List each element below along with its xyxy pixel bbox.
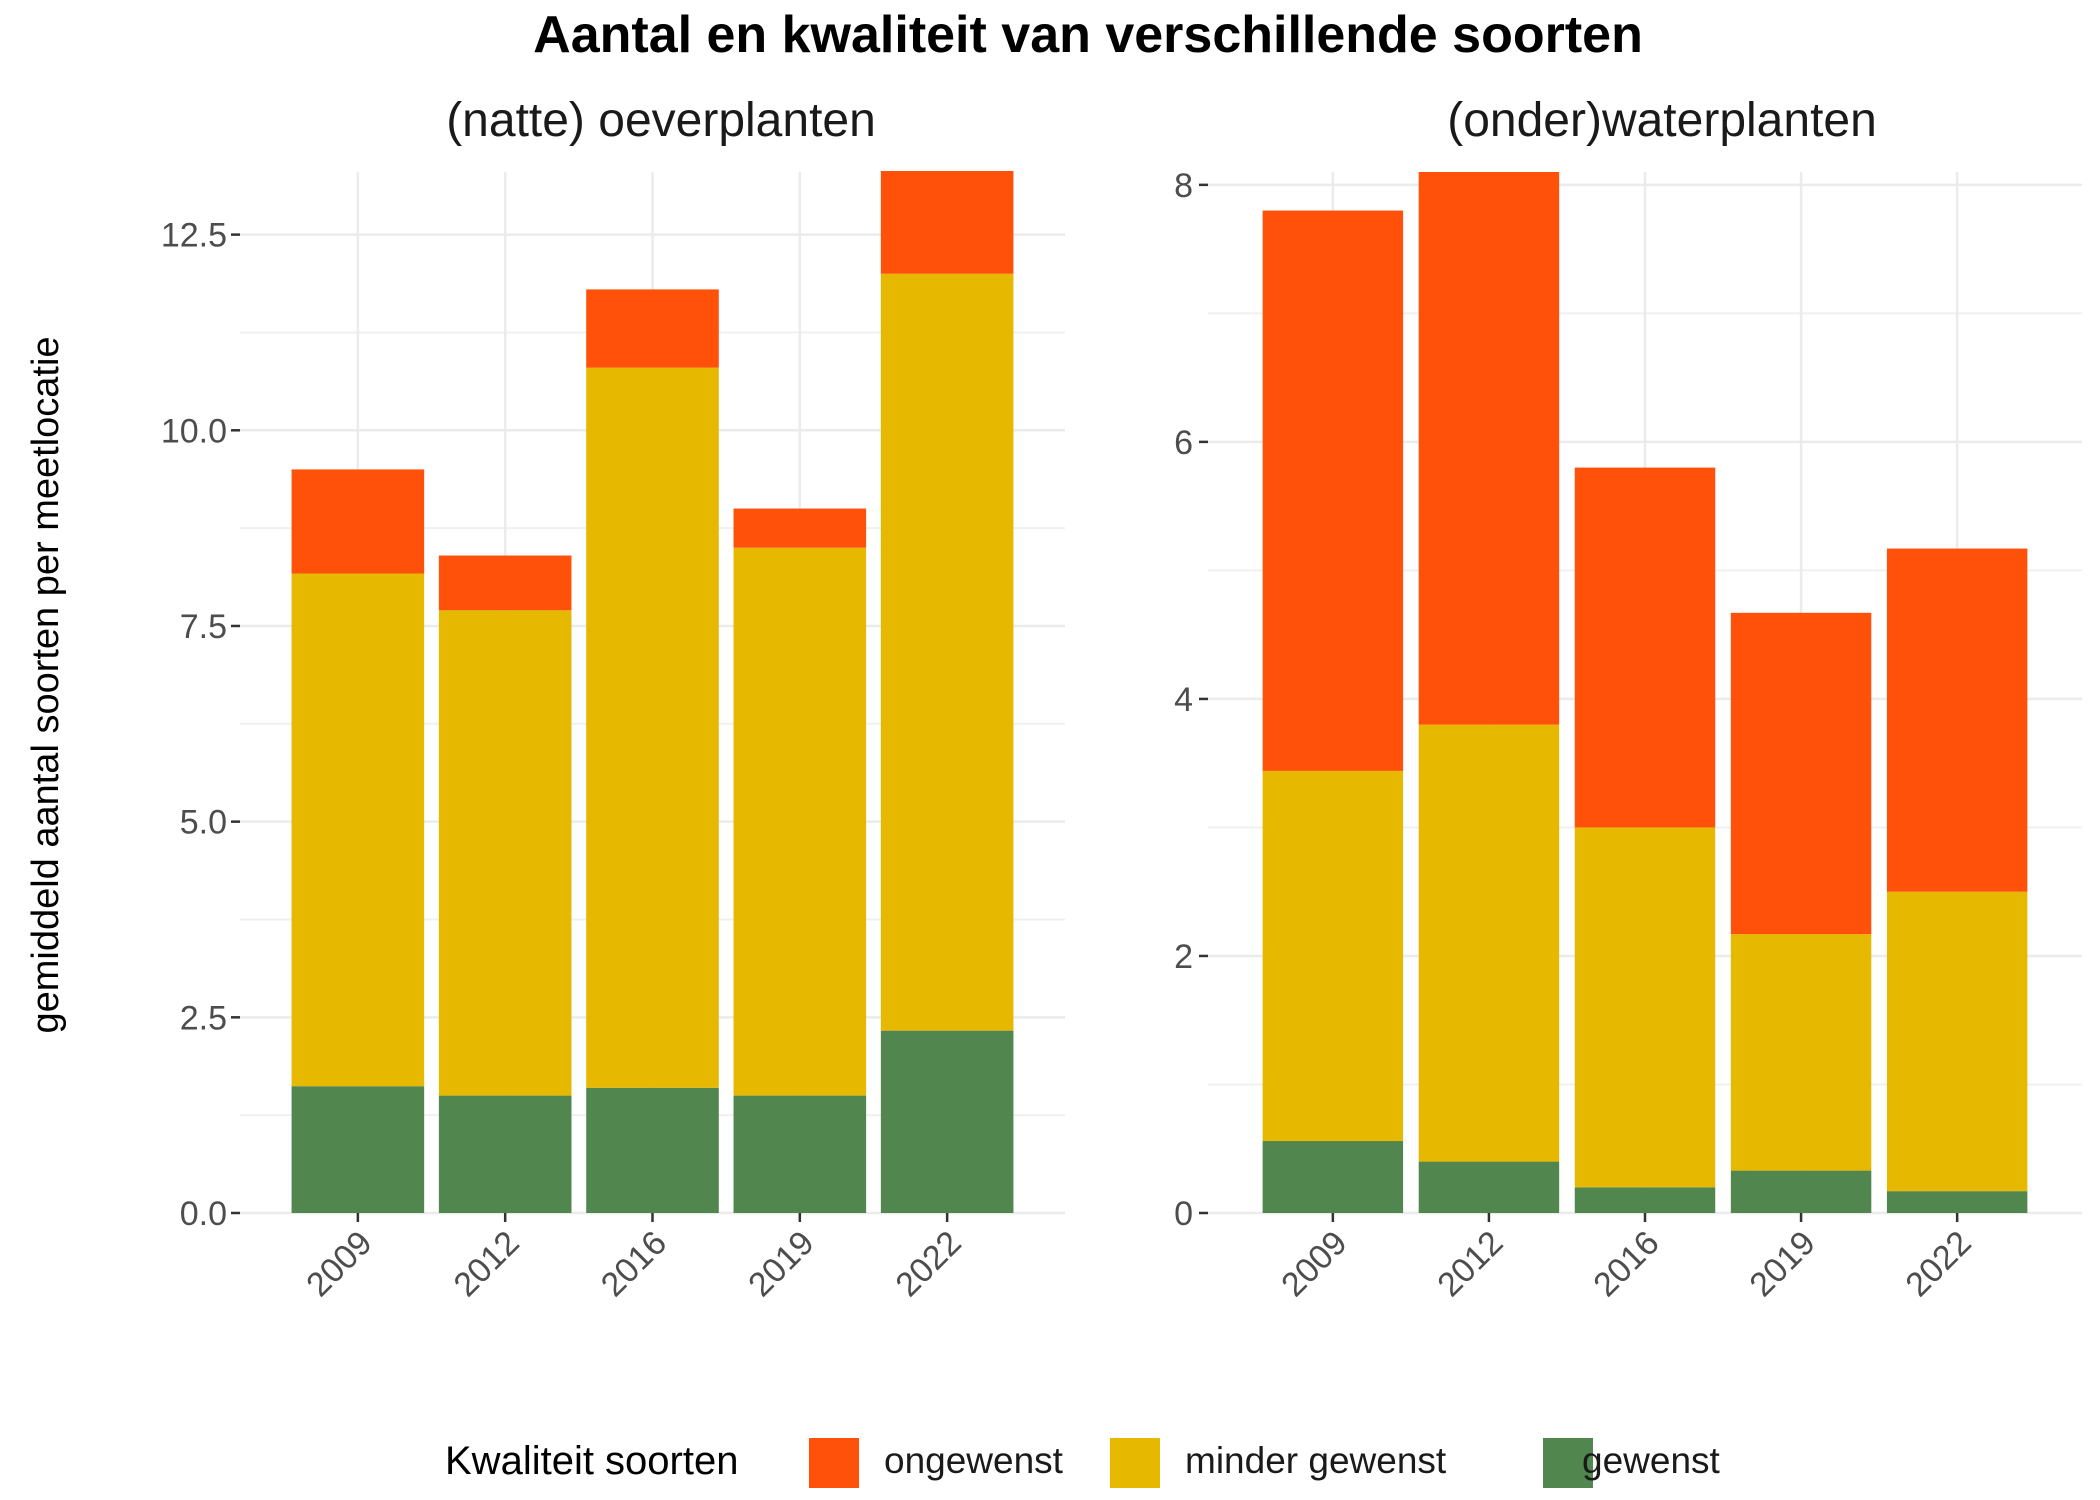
bar-ongewenst-2009 (291, 469, 425, 574)
panel-natte-oeverplanten: 0.0 2.5 5.0 7.5 10.0 12.5 2009 2012 2016 2019 2022 (161, 171, 1065, 1304)
bar-ongewenst-2009 (1262, 210, 1404, 771)
bar-gewenst-2009 (291, 1086, 425, 1213)
bar-ongewenst-2022 (880, 171, 1014, 274)
x-tick-label: 2009 (1274, 1224, 1354, 1304)
bar-gewenst-2009 (1262, 1141, 1404, 1213)
legend-label-ongewenst: ongewenst (884, 1440, 1064, 1481)
bar-gewenst-2012 (1418, 1161, 1560, 1213)
bar-gewenst-2022 (1886, 1191, 2028, 1213)
bar-minder-gewenst-2016 (1574, 827, 1716, 1188)
y-tick-label: 8 (1174, 167, 1193, 205)
legend-swatch-minder-gewenst (1110, 1438, 1160, 1488)
bar-minder-gewenst-2012 (438, 610, 572, 1096)
bar-minder-gewenst-2022 (1886, 891, 2028, 1192)
legend: Kwaliteit soorten ongewenst minder gewen… (445, 1438, 1721, 1488)
bar-ongewenst-2022 (1886, 548, 2028, 892)
x-tick-label: 2016 (594, 1224, 674, 1304)
facet-title-right: (onder)waterplanten (1447, 94, 1877, 147)
bar-minder-gewenst-2019 (1730, 934, 1872, 1171)
bar-ongewenst-2019 (1730, 612, 1872, 935)
panel-onder-waterplanten: 0 2 4 6 8 2009 2012 2016 2019 2022 (1174, 167, 2082, 1304)
bar-ongewenst-2012 (438, 555, 572, 611)
bar-minder-gewenst-2022 (880, 273, 1014, 1031)
bar-gewenst-2022 (880, 1030, 1014, 1213)
bar-gewenst-2012 (438, 1095, 572, 1213)
bar-minder-gewenst-2009 (1262, 770, 1404, 1142)
y-tick-label: 7.5 (180, 608, 227, 646)
legend-label-gewenst: gewenst (1582, 1440, 1721, 1481)
x-tick-label: 2019 (1742, 1224, 1822, 1304)
bar-gewenst-2019 (1730, 1170, 1872, 1213)
y-tick-label: 0 (1174, 1195, 1193, 1233)
x-tick-label: 2012 (1430, 1224, 1510, 1304)
y-tick-label: 2 (1174, 938, 1193, 976)
bar-ongewenst-2016 (586, 289, 719, 368)
legend-label-minder-gewenst: minder gewenst (1185, 1440, 1447, 1481)
bar-ongewenst-2012 (1418, 172, 1560, 725)
x-tick-label: 2019 (741, 1224, 821, 1304)
x-tick-label: 2022 (888, 1224, 968, 1304)
bar-ongewenst-2019 (733, 508, 867, 548)
x-tick-label: 2009 (299, 1224, 379, 1304)
x-tick-label: 2012 (446, 1224, 526, 1304)
legend-swatch-ongewenst (809, 1438, 859, 1488)
y-axis-title: gemiddeld aantal soorten per meetlocatie (25, 336, 67, 1033)
bar-minder-gewenst-2016 (586, 367, 719, 1088)
legend-title: Kwaliteit soorten (445, 1439, 738, 1483)
chart-title: Aantal en kwaliteit van verschillende so… (533, 6, 1643, 64)
y-tick-label: 2.5 (180, 999, 227, 1037)
bar-gewenst-2016 (586, 1087, 719, 1213)
y-tick-label: 12.5 (161, 217, 227, 255)
y-tick-label: 4 (1174, 681, 1193, 719)
y-tick-label: 6 (1174, 424, 1193, 462)
x-tick-label: 2022 (1898, 1224, 1978, 1304)
bar-minder-gewenst-2019 (733, 547, 867, 1096)
bar-minder-gewenst-2012 (1418, 724, 1560, 1162)
legend-swatch-gewenst (1543, 1438, 1593, 1488)
y-tick-label: 0.0 (180, 1195, 227, 1233)
bar-gewenst-2016 (1574, 1187, 1716, 1213)
bar-minder-gewenst-2009 (291, 573, 425, 1087)
bar-ongewenst-2016 (1574, 467, 1716, 828)
facet-title-left: (natte) oeverplanten (446, 94, 876, 147)
x-tick-label: 2016 (1586, 1224, 1666, 1304)
y-tick-label: 10.0 (161, 412, 227, 450)
bar-gewenst-2019 (733, 1095, 867, 1213)
y-tick-label: 5.0 (180, 804, 227, 842)
